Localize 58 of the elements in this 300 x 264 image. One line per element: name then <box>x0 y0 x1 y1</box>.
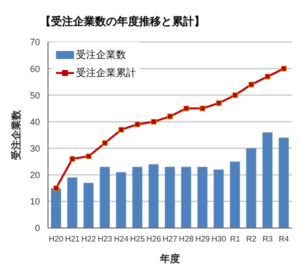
x-tick-label: H27 <box>162 234 178 244</box>
bar <box>51 188 61 228</box>
x-tick-label: R3 <box>262 234 274 244</box>
point <box>86 153 92 160</box>
x-tick-label: H26 <box>146 234 162 244</box>
chart-title: 【受注企業数の年度推移と累計】 <box>39 14 206 30</box>
bar <box>214 170 224 228</box>
bar <box>164 166 175 228</box>
x-tick-label: H30 <box>211 234 227 244</box>
x-tick-label: H22 <box>81 234 97 244</box>
point <box>134 122 140 128</box>
y-tick-label: 50 <box>30 90 40 100</box>
x-tick-label: H28 <box>178 234 194 244</box>
point <box>200 106 206 112</box>
point <box>118 126 124 132</box>
point <box>281 66 287 72</box>
legend-label: 受注企業累計 <box>76 66 136 80</box>
x-tick-label: H20 <box>48 234 64 244</box>
point <box>150 118 157 125</box>
bar <box>84 182 94 228</box>
legend-label: 受注企業数 <box>76 48 126 62</box>
y-tick-label: 70 <box>30 37 40 48</box>
bar <box>262 132 272 228</box>
x-tick-label: R1 <box>230 234 241 244</box>
x-tick-label: R4 <box>278 234 290 244</box>
x-tick-label: H29 <box>195 234 210 244</box>
x-axis-title: 年度 <box>159 253 180 264</box>
bar <box>181 166 192 228</box>
y-tick-label: 40 <box>30 116 40 127</box>
point <box>102 140 108 146</box>
y-tick-label: 30 <box>30 143 40 154</box>
x-tick-label: H23 <box>98 234 113 244</box>
x-tick-label: H21 <box>65 234 80 244</box>
point <box>216 100 222 106</box>
bar <box>197 166 208 228</box>
point <box>167 114 173 120</box>
bar <box>116 172 126 228</box>
point <box>53 185 59 191</box>
point <box>248 82 254 88</box>
bar <box>230 162 240 228</box>
y-tick-label: 20 <box>30 170 40 180</box>
bar <box>278 138 289 228</box>
y-tick-label: 10 <box>30 196 40 207</box>
y-tick-label: 60 <box>30 64 40 74</box>
bar <box>67 178 78 228</box>
x-tick-label: H24 <box>114 234 130 244</box>
point <box>264 74 270 80</box>
bar <box>132 166 142 228</box>
bar <box>148 164 159 228</box>
y-axis-title: 受注企業数 <box>10 109 23 161</box>
bar <box>246 148 256 228</box>
point <box>70 156 76 162</box>
x-tick-label: H25 <box>130 234 146 244</box>
y-tick-label: 0 <box>34 223 40 234</box>
point <box>232 92 238 98</box>
bar <box>100 166 110 228</box>
x-tick-label: R2 <box>246 234 257 244</box>
point <box>183 106 190 112</box>
